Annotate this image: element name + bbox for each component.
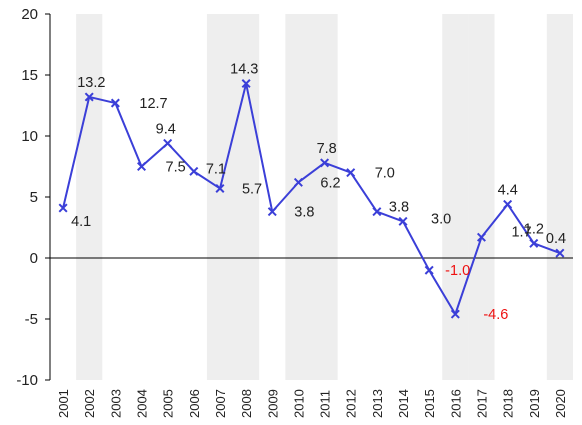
data-labels: 4.1 13.2 12.7 7.5 9.4 7.1 5.7 14.3 3.8 6.2 7.8 7.0 3… (71, 62, 566, 324)
x-tick-label: 2014 (396, 389, 411, 418)
data-label-2017: 1.7 (511, 224, 531, 240)
data-label-2009: 3.8 (294, 205, 314, 221)
data-point-2010 (293, 177, 303, 187)
data-point-2007 (215, 183, 225, 193)
x-tick-label: 2017 (474, 389, 489, 418)
data-point-2014 (398, 216, 408, 226)
x-tick-label: 2001 (56, 389, 71, 418)
x-tick-label: 2003 (108, 389, 123, 418)
shade-band-2008 (233, 14, 260, 380)
x-tick-label: 2005 (161, 389, 176, 418)
data-point-2006 (189, 166, 199, 176)
data-point-2020 (555, 248, 565, 258)
data-label-2002: 13.2 (77, 75, 105, 91)
x-tick-label: 2012 (344, 389, 359, 418)
data-point-2013 (372, 207, 382, 217)
data-label-2016: -4.6 (483, 307, 508, 323)
data-point-2009 (267, 207, 277, 217)
data-label-2020: 0.4 (546, 231, 566, 247)
data-label-2005: 9.4 (156, 121, 176, 137)
data-label-2003: 12.7 (139, 96, 167, 112)
data-series (58, 79, 565, 319)
shade-band-2010 (285, 14, 312, 380)
y-tick-label: -10 (16, 372, 38, 389)
x-tick-label: 2002 (82, 389, 97, 418)
data-label-2015: -1.0 (445, 263, 470, 279)
data-point-2012 (346, 168, 356, 178)
data-point-2016 (450, 309, 460, 319)
series-line (62, 82, 561, 316)
data-label-2018: 4.4 (498, 182, 518, 198)
data-point-2003 (110, 98, 120, 108)
x-tick-label: 2013 (370, 389, 385, 418)
data-label-2006: 7.1 (206, 161, 226, 177)
data-label-2008: 14.3 (230, 62, 258, 78)
data-point-2001 (58, 203, 68, 213)
y-axis-ticks: -10 -5 0 5 10 15 20 (16, 6, 50, 389)
data-point-2002 (84, 92, 94, 102)
x-tick-label: 2015 (422, 389, 437, 418)
data-point-2019 (529, 238, 539, 248)
data-label-2001: 4.1 (71, 214, 91, 230)
y-tick-label: 15 (21, 67, 38, 84)
data-label-2010: 6.2 (320, 175, 340, 191)
data-point-2015 (424, 265, 434, 275)
data-point-2018 (503, 199, 513, 209)
y-tick-label: -5 (25, 311, 38, 328)
x-tick-label: 2004 (135, 389, 150, 418)
x-tick-label: 2007 (213, 389, 228, 418)
x-tick-label: 2020 (553, 389, 568, 418)
y-tick-label: 0 (30, 250, 38, 267)
x-tick-label: 2009 (265, 389, 280, 418)
shade-band-2011 (311, 14, 338, 380)
y-tick-label: 5 (30, 189, 38, 206)
data-point-2005 (163, 138, 173, 148)
shade-band-2007 (206, 14, 234, 380)
data-point-2008 (241, 79, 251, 89)
x-tick-label: 2019 (527, 389, 542, 418)
y-tick-label: 10 (21, 128, 38, 145)
data-label-2013: 3.8 (389, 200, 409, 216)
x-axis-ticks: 2001 2002 2003 2004 2005 2006 2007 2008 2009 2010… (56, 389, 568, 418)
x-tick-label: 2011 (318, 390, 333, 418)
shade-band-2017 (468, 14, 495, 380)
data-label-2019: 1.2 (524, 221, 544, 237)
x-tick-label: 2006 (187, 389, 202, 418)
data-point-2011 (320, 158, 330, 168)
shade-band-2016 (442, 14, 469, 380)
data-point-2017 (476, 232, 486, 242)
data-label-2014: 3.0 (431, 211, 451, 227)
data-label-2012: 7.0 (375, 166, 395, 182)
data-label-2004: 7.5 (166, 160, 186, 176)
x-tick-label: 2010 (291, 389, 306, 418)
shade-band-2020 (546, 14, 573, 380)
x-tick-label: 2016 (448, 389, 463, 418)
data-label-2007: 5.7 (242, 181, 262, 197)
background-bands (76, 14, 573, 380)
x-tick-label: 2008 (239, 389, 254, 418)
data-point-2004 (137, 161, 147, 172)
data-label-2011: 7.8 (317, 141, 337, 157)
y-tick-label: 20 (21, 6, 38, 23)
x-tick-label: 2018 (501, 389, 516, 418)
shade-band-2002 (76, 14, 103, 380)
